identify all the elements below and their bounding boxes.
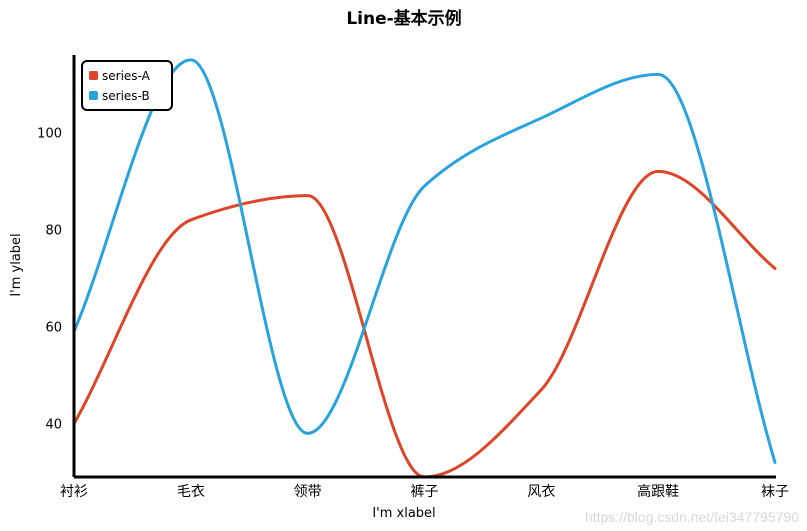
series-line-series-A bbox=[72, 169, 777, 479]
x-tick-label: 领带 bbox=[294, 484, 322, 500]
x-tick-label: 毛衣 bbox=[177, 484, 205, 500]
legend-label: series-A bbox=[102, 69, 151, 83]
y-tick-label: 60 bbox=[45, 321, 62, 336]
series-line-series-B bbox=[72, 58, 777, 464]
legend-swatch bbox=[89, 71, 98, 80]
y-tick-label: 100 bbox=[37, 127, 62, 142]
watermark: https://blog.csdn.net/fei347795790 bbox=[584, 509, 799, 525]
x-tick-label: 衬衫 bbox=[60, 484, 88, 500]
y-tick-label: 80 bbox=[45, 224, 62, 239]
legend: series-A series-B bbox=[81, 60, 173, 111]
legend-box bbox=[81, 60, 173, 111]
y-axis-label: I'm ylabel bbox=[9, 233, 24, 296]
y-tick-label: 40 bbox=[45, 418, 62, 433]
x-tick-label: 风衣 bbox=[527, 484, 555, 500]
x-tick-label: 高跟鞋 bbox=[637, 483, 679, 500]
chart-title: Line-基本示例 bbox=[346, 8, 461, 29]
x-axis-label: I'm xlabel bbox=[372, 506, 435, 521]
x-tick-label: 袜子 bbox=[761, 484, 789, 500]
x-tick-label: 裤子 bbox=[411, 484, 439, 500]
legend-swatch bbox=[89, 91, 98, 100]
legend-label: series-B bbox=[102, 89, 150, 103]
